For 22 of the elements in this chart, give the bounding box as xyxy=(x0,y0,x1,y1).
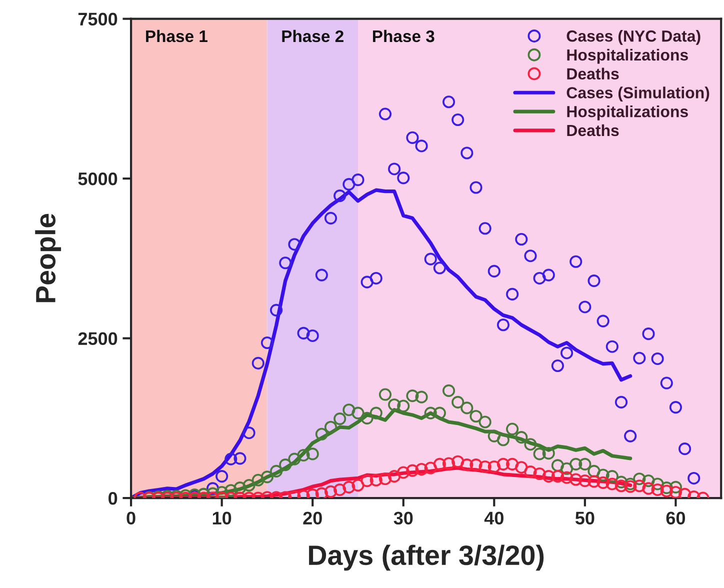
band-label: Phase 2 xyxy=(282,30,344,42)
x-tick-label: 20 xyxy=(303,512,322,524)
x-tick-label: 40 xyxy=(484,512,504,524)
band-label: Phase 3 xyxy=(372,30,434,42)
x-tick-label: 30 xyxy=(394,512,413,525)
x-axis-title: Days (after 3/3/20) xyxy=(309,544,544,571)
x-tick-label: 60 xyxy=(666,512,686,524)
x-tick-label: 0 xyxy=(126,512,136,524)
x-tick-label: 50 xyxy=(575,512,594,524)
band-label: Phase 1 xyxy=(146,30,208,42)
x-tick-label: 10 xyxy=(212,512,232,524)
legend-label: Cases (NYC Data) xyxy=(566,30,700,45)
legend-label: Hospitalizations xyxy=(567,48,688,64)
y-tick-label: 7500 xyxy=(78,12,118,26)
legend-label: Deaths xyxy=(567,68,619,80)
y-axis-title: People xyxy=(35,214,62,302)
legend-label: Hospitalizations xyxy=(567,106,688,120)
y-tick-label: 2500 xyxy=(78,332,118,346)
y-tick-label: 5000 xyxy=(78,172,118,186)
legend-label: Deaths xyxy=(567,124,619,136)
legend-label: Cases (Simulation) xyxy=(566,86,710,102)
y-tick-label: 0 xyxy=(108,492,118,505)
